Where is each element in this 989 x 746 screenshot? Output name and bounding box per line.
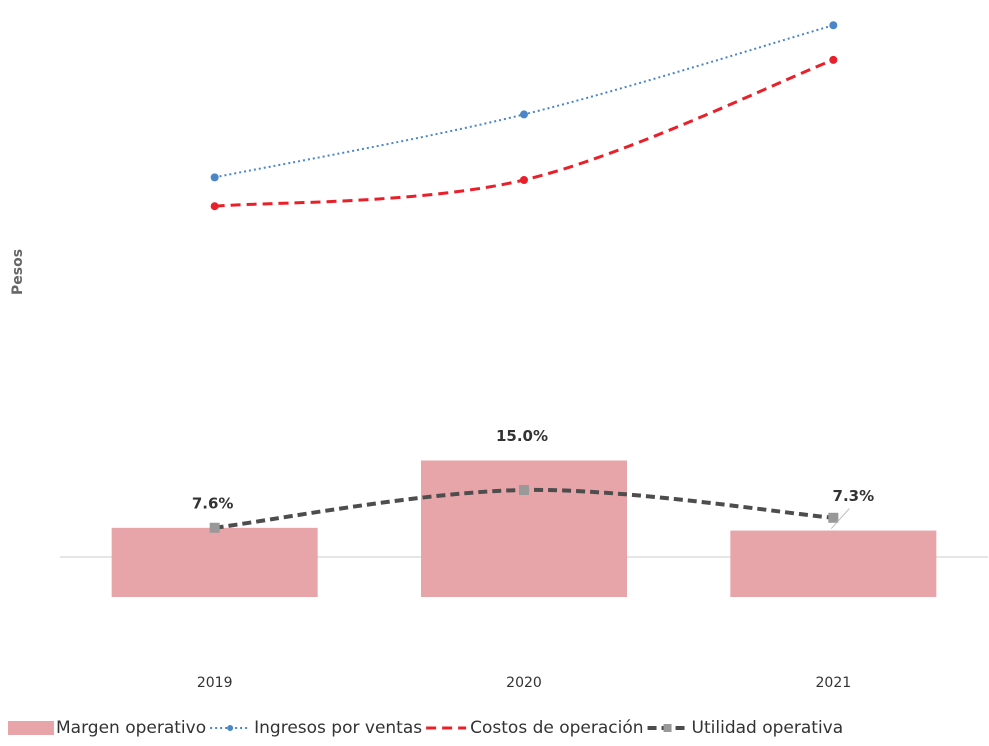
marker	[210, 173, 219, 182]
legend-marker	[663, 724, 672, 732]
legend-swatch	[8, 721, 54, 735]
x-tick-label: 2020	[506, 675, 542, 691]
x-tick-label: 2019	[197, 675, 233, 691]
leader-line	[830, 508, 850, 529]
marker	[520, 175, 528, 184]
data-label: 7.3%	[833, 487, 875, 505]
marker	[828, 512, 839, 523]
data-label: 15.0%	[496, 427, 548, 445]
marker	[209, 522, 220, 533]
marker	[829, 21, 838, 30]
marker	[210, 202, 219, 211]
y-axis-label: Pesos	[10, 249, 26, 295]
data-label: 7.6%	[192, 494, 234, 512]
line	[214, 24, 834, 179]
legend-label: Costos de operación	[470, 718, 643, 738]
marker	[519, 484, 529, 495]
bar	[111, 527, 318, 597]
bar	[421, 460, 627, 597]
legend-marker	[227, 725, 234, 731]
legend-label: Margen operativo	[56, 718, 206, 738]
line	[214, 58, 834, 208]
x-tick-label: 2021	[816, 675, 852, 691]
marker	[829, 55, 838, 64]
bar	[730, 530, 937, 597]
legend-label: Ingresos por ventas	[254, 718, 422, 738]
legend-label: Utilidad operativa	[692, 718, 844, 738]
marker	[520, 110, 528, 119]
